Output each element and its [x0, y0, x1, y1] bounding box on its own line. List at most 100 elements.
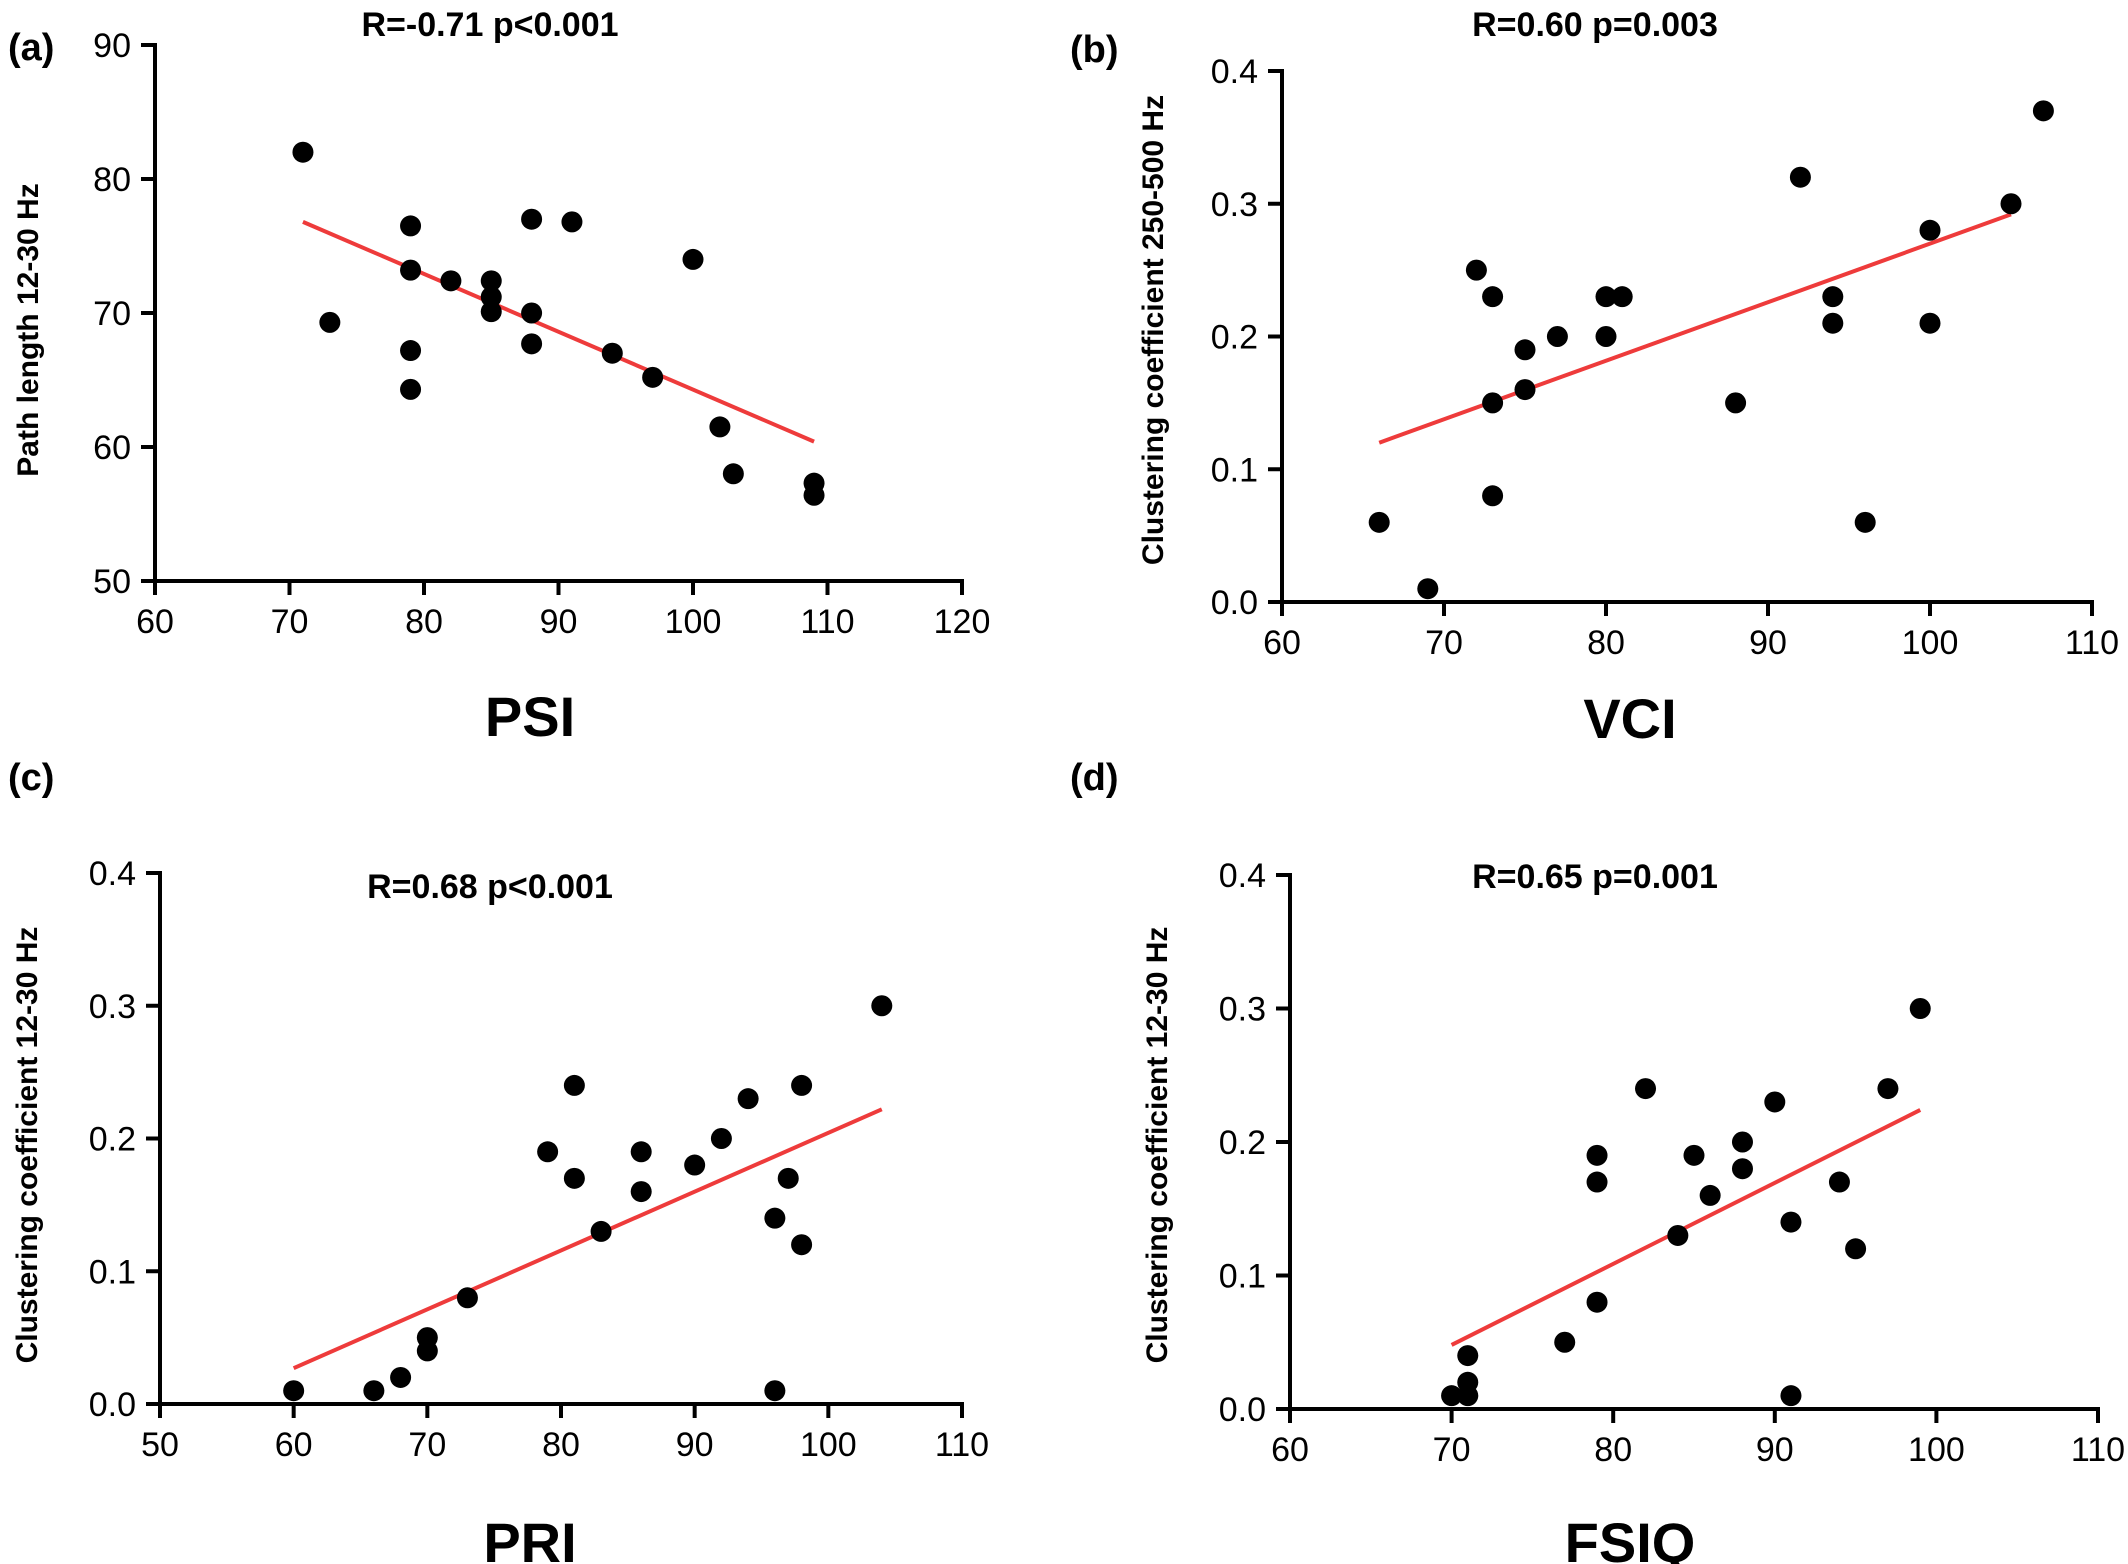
- x-tick-label: 60: [1263, 624, 1301, 662]
- data-point: [1368, 511, 1390, 533]
- data-point: [1482, 392, 1504, 414]
- x-tick-label: 100: [1902, 624, 1959, 662]
- chart-panel-3: (d) R=0.65 p=0.001 60 70 80 90 100 110 0.0 0.1 0.2…: [1070, 757, 2125, 1564]
- data-point: [563, 1167, 585, 1189]
- y-tick-label: 0.4: [1219, 857, 1266, 895]
- data-point: [601, 342, 623, 364]
- y-axis-title: Clustering coefficient 12-30 Hz: [1141, 927, 1174, 1364]
- data-point: [1919, 219, 1941, 241]
- x-tick-label: 110: [935, 1426, 989, 1464]
- data-point: [791, 1074, 813, 1096]
- x-tick-label: 100: [800, 1426, 857, 1464]
- data-point: [684, 1154, 706, 1176]
- data-point: [2032, 100, 2054, 122]
- x-axis-title: FSIQ: [1565, 1511, 1696, 1564]
- data-point: [777, 1167, 799, 1189]
- y-tick-label: 0.1: [89, 1253, 136, 1291]
- data-point: [283, 1380, 305, 1402]
- x-tick-label: 50: [141, 1426, 179, 1464]
- data-point: [521, 208, 543, 230]
- data-point: [292, 141, 314, 163]
- data-point: [1764, 1091, 1786, 1113]
- y-tick-label: 50: [93, 563, 131, 601]
- y-tick-label: 0.4: [89, 855, 136, 893]
- data-point: [1595, 286, 1617, 308]
- data-point: [1877, 1078, 1899, 1100]
- regression-line: [1378, 212, 2012, 445]
- x-tick-label: 110: [800, 603, 854, 641]
- data-point: [737, 1088, 759, 1110]
- data-point: [363, 1380, 385, 1402]
- y-tick-label: 0.3: [89, 988, 136, 1026]
- data-point: [1611, 286, 1633, 308]
- data-point: [1441, 1385, 1463, 1407]
- data-point: [1465, 259, 1487, 281]
- data-point: [764, 1207, 786, 1229]
- regression-line: [1450, 1108, 1922, 1347]
- data-point: [1845, 1238, 1867, 1260]
- x-tick-label: 110: [2065, 624, 2119, 662]
- x-tick-label: 70: [1425, 624, 1463, 662]
- y-axis-title: Clustering coefficient 250-500 Hz: [1137, 95, 1170, 565]
- regression-line: [302, 220, 815, 444]
- data-point: [537, 1141, 559, 1163]
- data-point: [456, 1287, 478, 1309]
- stat-annotation: R=0.60 p=0.003: [1472, 6, 1718, 44]
- data-point: [1699, 1184, 1721, 1206]
- y-tick-label: 90: [93, 27, 131, 65]
- data-point: [1780, 1385, 1802, 1407]
- data-point: [1919, 312, 1941, 334]
- y-tick-label: 0.3: [1219, 991, 1266, 1029]
- data-point: [480, 270, 502, 292]
- data-point: [521, 302, 543, 324]
- x-tick-label: 80: [1587, 624, 1625, 662]
- x-tick-label: 120: [934, 603, 991, 641]
- x-tick-label: 90: [676, 1426, 714, 1464]
- x-axis-title: PRI: [483, 1511, 576, 1564]
- y-tick-label: 0.0: [1219, 1391, 1266, 1429]
- data-point: [1667, 1224, 1689, 1246]
- data-point: [2000, 193, 2022, 215]
- panel-letter: (b): [1070, 29, 1119, 71]
- x-tick-label: 80: [542, 1426, 580, 1464]
- data-point: [400, 378, 422, 400]
- x-tick-label: 70: [271, 603, 309, 641]
- data-point: [1731, 1131, 1753, 1153]
- y-tick-label: 0.1: [1219, 1258, 1266, 1296]
- data-point: [1595, 326, 1617, 347]
- y-tick-label: 0.2: [89, 1121, 136, 1159]
- y-tick-label: 0.4: [1211, 53, 1258, 91]
- data-point: [521, 333, 543, 355]
- chart-panel-2: (c) R=0.68 p<0.001 50 60 70 80 90 100 110 0.0 0.1 0…: [8, 757, 989, 1564]
- data-point: [480, 301, 502, 323]
- y-axis-title: Clustering coefficient 12-30 Hz: [11, 927, 44, 1364]
- x-tick-label: 60: [136, 603, 174, 641]
- x-tick-label: 80: [1594, 1431, 1632, 1469]
- y-tick-label: 0.2: [1211, 319, 1258, 357]
- data-point: [722, 463, 744, 485]
- data-point: [1514, 379, 1536, 401]
- data-point: [1482, 286, 1504, 308]
- data-point: [1725, 392, 1747, 414]
- x-axis-title: PSI: [485, 685, 575, 748]
- x-tick-label: 100: [665, 603, 722, 641]
- data-point: [1586, 1291, 1608, 1313]
- data-point: [561, 211, 583, 233]
- y-tick-label: 80: [93, 161, 131, 199]
- data-point: [1909, 998, 1931, 1019]
- stat-annotation: R=0.65 p=0.001: [1472, 858, 1718, 896]
- data-point: [319, 311, 341, 333]
- x-tick-label: 70: [408, 1426, 446, 1464]
- data-point: [630, 1181, 652, 1203]
- y-tick-label: 70: [93, 295, 131, 333]
- data-point: [1554, 1331, 1576, 1353]
- data-point: [709, 416, 731, 438]
- data-point: [1586, 1144, 1608, 1166]
- data-point: [440, 270, 462, 292]
- data-point: [1546, 326, 1568, 347]
- panel-letter: (a): [8, 27, 54, 69]
- x-tick-label: 90: [540, 603, 578, 641]
- data-point: [630, 1141, 652, 1163]
- data-point: [416, 1340, 438, 1362]
